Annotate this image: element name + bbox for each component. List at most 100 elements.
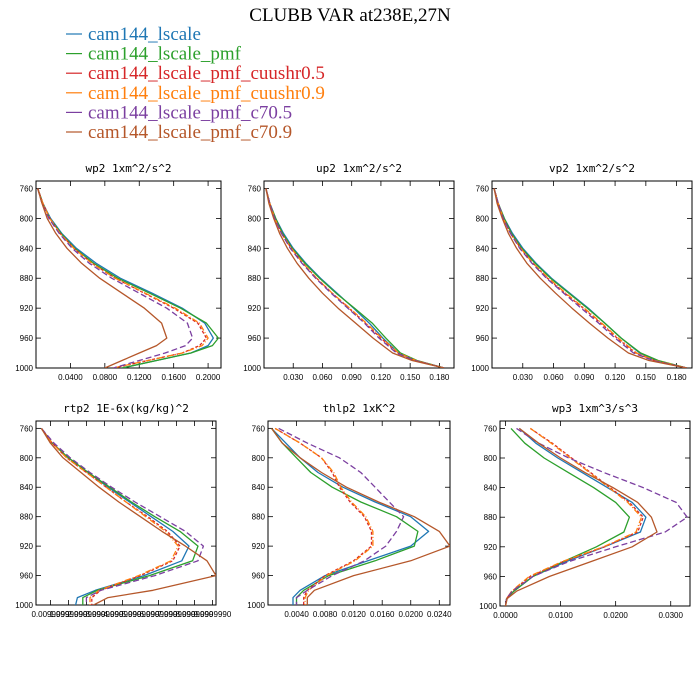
y-tick-label: 960 [20,334,34,343]
x-tick-label: 0.1600 [161,373,186,382]
x-tick-label: 0.2000 [196,373,221,382]
series-line-5 [493,188,688,368]
x-tick-label: 0.150 [400,373,421,382]
series-line-2 [493,188,688,368]
x-tick-label: 0.090 [574,373,595,382]
legend-label-3: cam144_lscale_pmf_cuushr0.5 [88,63,325,84]
y-tick-label: 920 [20,542,34,551]
x-tick-label: 6.0999990 [139,610,177,619]
x-tick-label: 0.030 [513,373,534,382]
series-line-5 [40,427,205,605]
y-tick-label: 760 [252,424,266,433]
y-tick-label: 880 [20,274,34,283]
x-tick-label: 0.0400 [58,373,83,382]
x-tick-label: 0.0080 [313,610,338,619]
y-tick-label: 840 [476,244,490,253]
series-line-6 [504,427,658,606]
x-tick-label: 1.0999990 [49,610,87,619]
x-tick-label: 0.180 [667,373,688,382]
y-tick-label: 840 [252,483,266,492]
x-tick-label: 0.120 [371,373,392,382]
y-tick-label: 920 [484,543,498,552]
y-tick-label: 960 [20,572,34,581]
x-tick-label: 0.0040 [284,610,309,619]
y-tick-label: 960 [476,334,490,343]
y-tick-label: 840 [20,483,34,492]
y-tick-label: 1000 [471,364,489,373]
series-line-6 [493,188,688,368]
series-group [493,188,688,368]
legend-label-4: cam144_lscale_pmf_cuushr0.9 [88,83,325,104]
x-tick-label: 0.060 [544,373,565,382]
series-line-1 [493,188,688,368]
panel-1: wp2 1xm^2/s^2 760 800 840 880 920 960 1000 0.040… [15,162,222,382]
y-tick-label: 760 [476,184,490,193]
y-tick-label: 1000 [15,364,33,373]
x-tick-label: 0.030 [283,373,304,382]
y-tick-label: 1000 [247,601,265,610]
series-line-5 [37,188,194,368]
x-tick-label: 0.0160 [370,610,395,619]
series-line-2 [265,188,445,368]
legend-label-2: cam144_lscale_pmf [88,44,242,65]
x-tick-label: 0.0800 [93,373,118,382]
y-tick-label: 960 [252,572,266,581]
panel-title: wp3 1xm^3/s^3 [552,402,638,415]
y-tick-label: 880 [476,274,490,283]
x-tick-label: 0.0200 [603,611,628,620]
y-tick-label: 920 [252,542,266,551]
series-line-2 [271,428,419,605]
x-tick-label: 0.150 [636,373,657,382]
y-tick-label: 880 [252,513,266,522]
series-line-1 [37,188,214,368]
series-line-4 [40,428,179,605]
x-tick-label: 0.180 [429,373,450,382]
series-line-3 [37,188,208,368]
y-tick-label: 920 [20,304,34,313]
x-tick-label: 0.0120 [341,610,366,619]
y-tick-label: 920 [248,304,262,313]
x-tick-label: 0.0099999 [31,610,69,619]
y-tick-label: 840 [484,484,498,493]
y-tick-label: 880 [20,513,34,522]
series-group [271,427,450,605]
x-tick-label: 9.0999990 [193,610,231,619]
plot-frame [267,420,451,606]
y-tick-label: 800 [252,454,266,463]
x-tick-label: 0.0200 [399,610,424,619]
y-tick-label: 800 [476,214,490,223]
plot-frame [263,180,455,369]
legend-label-6: cam144_lscale_pmf_c70.9 [88,122,292,143]
series-line-1 [271,427,430,605]
series-group [504,427,688,606]
y-tick-label: 840 [20,244,34,253]
y-tick-label: 1000 [479,602,497,611]
y-tick-label: 960 [248,334,262,343]
x-tick-label: 4.0999990 [103,610,141,619]
x-tick-label: 0.1200 [127,373,152,382]
series-line-5 [504,427,688,606]
series-line-5 [265,188,445,368]
y-tick-label: 880 [484,513,498,522]
legend-label-1: cam144_lscale [88,24,201,45]
panel-title: up2 1xm^2/s^2 [316,162,402,175]
y-tick-label: 960 [484,572,498,581]
y-tick-label: 800 [248,214,262,223]
series-group [40,427,216,605]
plot-frame [499,420,691,607]
y-tick-label: 760 [484,424,498,433]
panel-5: thlp2 1xK^2 760 800 840 880 920 960 1000 0.0040 0… [247,402,452,619]
x-tick-label: 0.0100 [548,611,573,620]
y-tick-label: 840 [248,244,262,253]
series-line-3 [265,188,445,368]
y-tick-label: 800 [20,454,34,463]
panel-title: rtp2 1E-6x(kg/kg)^2 [63,402,189,415]
series-group [265,188,445,368]
panel-title: wp2 1xm^2/s^2 [85,162,171,175]
x-tick-label: 0.0000 [493,611,518,620]
plot-frame [35,420,217,606]
legend-label-5: cam144_lscale_pmf_c70.5 [88,102,292,123]
x-tick-label: 0.0240 [427,610,452,619]
series-line-2 [40,428,199,605]
